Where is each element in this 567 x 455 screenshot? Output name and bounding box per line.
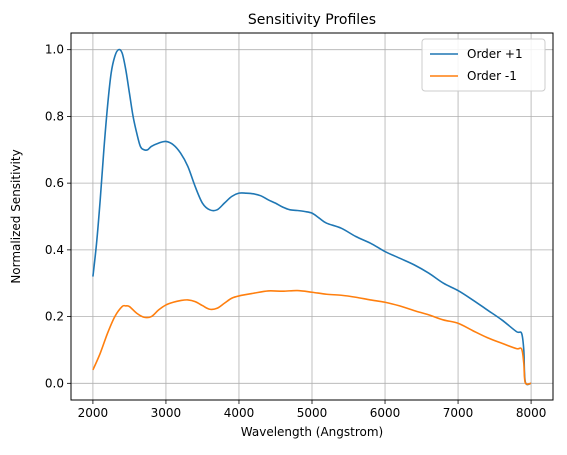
x-tick-label: 5000 [297,406,328,420]
y-tick-label: 0.4 [45,243,64,257]
x-tick-label: 2000 [78,406,109,420]
x-tick-label: 7000 [443,406,474,420]
legend-box [421,38,546,92]
x-axis-label: Wavelength (Angstrom) [241,425,383,439]
legend: Order +1 Order -1 [421,38,546,92]
series-line-order-plus-1 [92,48,532,386]
series-line-order-minus-1 [92,289,532,386]
x-tick-label: 4000 [224,406,255,420]
series-layer [92,48,532,386]
y-tick-label: 0.0 [45,376,64,390]
y-tick-label: 0.6 [45,176,64,190]
legend-label: Order -1 [467,69,517,83]
ticks: 2000 3000 4000 5000 6000 7000 8000 0.0 0.2 0.4 0.6… [45,43,546,420]
y-tick-label: 0.2 [45,310,64,324]
x-tick-label: 3000 [151,406,182,420]
x-tick-label: 6000 [370,406,401,420]
legend-label: Order +1 [467,47,523,61]
chart-title: Sensitivity Profiles [248,12,376,28]
y-tick-label: 1.0 [45,43,64,57]
y-axis-label: Normalized Sensitivity [9,149,23,283]
x-tick-label: 8000 [516,406,547,420]
y-tick-label: 0.8 [45,109,64,123]
